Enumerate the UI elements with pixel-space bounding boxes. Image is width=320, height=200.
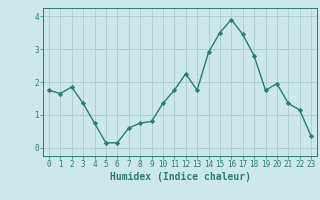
X-axis label: Humidex (Indice chaleur): Humidex (Indice chaleur) — [109, 172, 251, 182]
